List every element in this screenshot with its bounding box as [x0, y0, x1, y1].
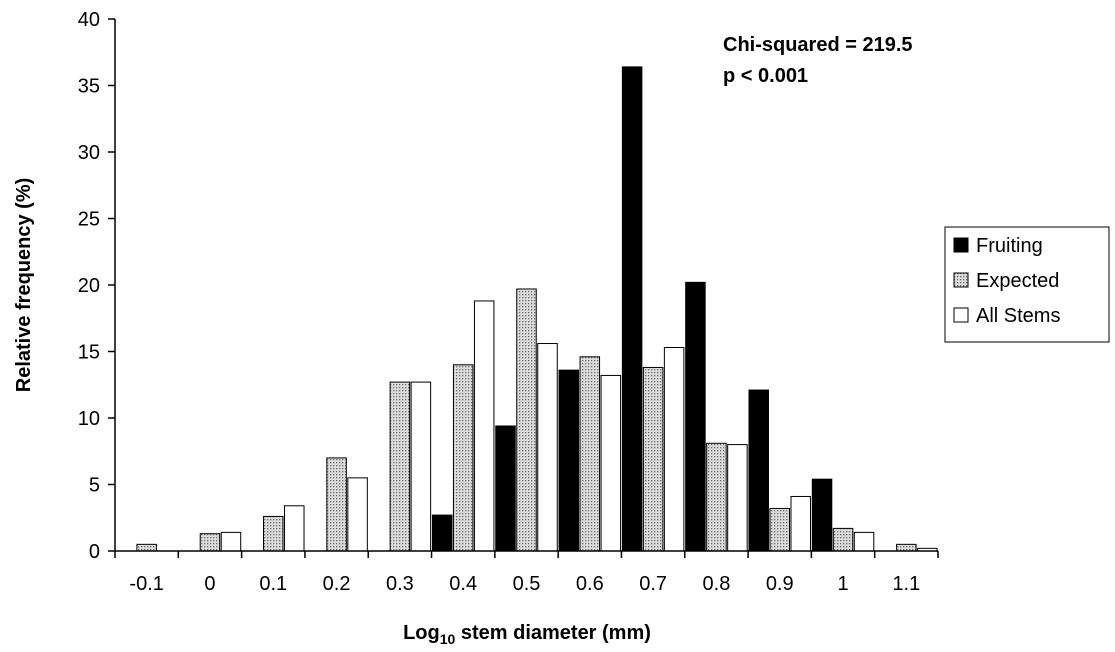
bar-fruiting-0.8: [685, 281, 706, 552]
bar-all-stems-0: [220, 531, 242, 552]
bar-all-stems-1: [853, 531, 875, 552]
bar-all-stems-0.7: [663, 347, 685, 552]
legend-label-all-stems: All Stems: [976, 305, 1060, 327]
bar-fruiting-0.6: [558, 369, 580, 552]
y-tick-label: 40: [78, 9, 100, 31]
legend-frame: [944, 226, 1110, 343]
bars-group: [136, 66, 938, 552]
p-value-annotation: p < 0.001: [723, 65, 808, 87]
bar-all-stems-0.9: [790, 495, 811, 552]
bar-expected-0.9: [769, 507, 790, 552]
bar-expected-0.8: [706, 442, 727, 552]
bar-all-stems-0.8: [727, 444, 748, 552]
x-ticks-group: -0.1 0 0.1 0.2 0.3 0.4 0.5 0.6 0.7 0.8 0.9 1 1.1: [114, 551, 939, 595]
x-axis-title: Log10 stem diameter (mm): [403, 622, 651, 647]
y-tick-label: 30: [78, 142, 100, 164]
bar-expected--0.1: [136, 543, 157, 552]
x-tick-label: 0.6: [576, 573, 604, 595]
bar-all-stems-0.4: [473, 300, 495, 552]
bar-expected-0.7: [642, 366, 664, 552]
legend-swatch-fruiting: [953, 237, 969, 253]
bar-expected-0.4: [452, 364, 474, 552]
x-tick-label: 0.9: [766, 573, 794, 595]
y-tick-label: 20: [78, 275, 100, 297]
legend-label-expected: Expected: [976, 270, 1059, 292]
bar-fruiting-0.5: [495, 425, 516, 552]
bar-expected-0.3: [389, 381, 411, 552]
y-axis-title: Relative frequency (%): [13, 178, 35, 393]
bar-expected-1: [832, 527, 854, 552]
y-tick-label: 35: [78, 76, 100, 98]
bar-fruiting-0.7: [621, 66, 643, 552]
legend: Fruiting Expected All Stems: [944, 226, 1110, 343]
x-tick-label: 0.4: [449, 573, 477, 595]
y-tick-label: 10: [78, 408, 100, 430]
x-tick-label: 0.7: [639, 573, 667, 595]
x-tick-label: 0.5: [513, 573, 541, 595]
bar-all-stems-0.6: [600, 374, 622, 552]
x-axis-title-rest: stem diameter (mm): [455, 622, 651, 644]
x-tick-label: 0.1: [259, 573, 287, 595]
bar-all-stems-0.1: [284, 505, 305, 552]
y-tick-label: 25: [78, 209, 100, 231]
bar-fruiting-0.9: [748, 389, 769, 552]
y-tick-label: 15: [78, 342, 100, 364]
y-tick-label: 5: [89, 475, 100, 497]
legend-label-fruiting: Fruiting: [976, 235, 1043, 257]
x-tick-label: 1.1: [892, 573, 920, 595]
x-tick-label: 0.3: [386, 573, 414, 595]
x-tick-label: 0.8: [703, 573, 731, 595]
x-tick-label: 0.2: [323, 573, 351, 595]
y-ticks-group: 0 5 10 15 20 25 30 35 40: [78, 9, 115, 563]
y-tick-label: 0: [89, 541, 100, 563]
bar-fruiting-1: [811, 478, 833, 552]
x-axis-title-subscript: 10: [440, 631, 456, 647]
bar-expected-0.1: [263, 515, 284, 552]
chi-squared-annotation: Chi-squared = 219.5: [723, 34, 913, 56]
x-axis-title-main: Log: [403, 622, 440, 644]
bar-all-stems-0.2: [347, 477, 368, 552]
x-tick-label: -0.1: [129, 573, 163, 595]
x-tick-label: 0: [204, 573, 215, 595]
bar-expected-0.6: [579, 356, 601, 552]
x-tick-label: 1: [837, 573, 848, 595]
bar-expected-0: [199, 533, 221, 552]
bar-all-stems-0.3: [410, 381, 432, 552]
legend-swatch-all-stems: [953, 307, 969, 323]
bar-expected-0.5: [516, 288, 537, 552]
bar-expected-1.1: [896, 543, 917, 552]
bar-expected-0.2: [326, 457, 347, 552]
bar-fruiting-0.4: [431, 514, 453, 552]
bar-all-stems-0.5: [537, 343, 558, 552]
legend-swatch-expected: [953, 272, 969, 288]
